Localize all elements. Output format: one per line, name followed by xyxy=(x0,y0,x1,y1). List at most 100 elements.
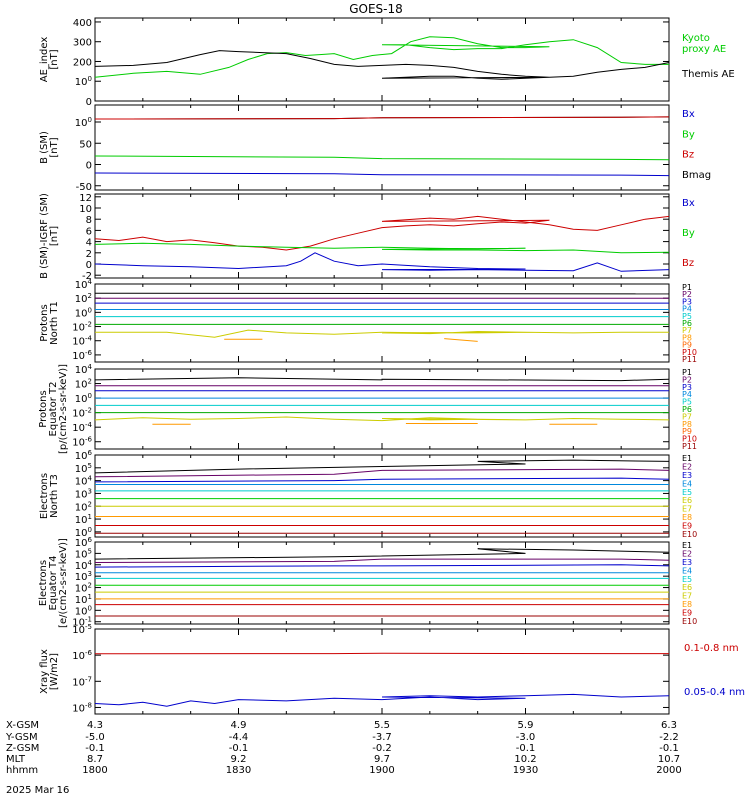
x-tick-label: 10.7 xyxy=(658,754,680,765)
legend-entry: P5 xyxy=(682,398,692,407)
y-tick-label: 10-4 xyxy=(72,335,92,348)
y-axis-label: B (SM) xyxy=(39,131,50,164)
legend-entry: P2 xyxy=(682,375,692,384)
x-tick-label: -3.0 xyxy=(516,732,536,743)
legend-entry: E7 xyxy=(682,592,692,601)
y-axis-label: [nT] xyxy=(49,49,60,69)
legend-entry: P11 xyxy=(682,355,697,364)
y-tick-label: 10-2 xyxy=(72,407,92,420)
x-tick-label: -0.1 xyxy=(659,743,679,754)
y-tick-label: 10-2 xyxy=(72,321,92,334)
x-tick-label: 6.3 xyxy=(661,720,677,731)
legend-entry: E4 xyxy=(682,566,692,575)
x-row-label: Y-GSM xyxy=(5,732,38,743)
y-tick-label: 50 xyxy=(79,139,92,150)
y-axis-label: Xray flux xyxy=(39,649,50,694)
y-axis-label: [W/m2] xyxy=(49,653,60,690)
legend-entry: Bx xyxy=(682,198,695,209)
panel-xray: 10-8 10-7 10-6 10-5 Xray flux [W/m2] 0.1-0.8 n… xyxy=(39,623,745,715)
legend: 0.1-0.8 nm 0.05-0.4 nm xyxy=(684,643,745,698)
y-tick-label: 104 xyxy=(75,475,93,488)
y-tick-label: 0 xyxy=(86,161,92,172)
legend-entry: P8 xyxy=(682,333,692,342)
x-tick-label: -0.1 xyxy=(85,743,105,754)
legend-entry: Bmag xyxy=(682,170,711,181)
series-line-e2 xyxy=(95,468,669,478)
y-tick-label: 10-6 xyxy=(72,649,92,662)
panel-frame xyxy=(94,193,670,279)
legend-entry: E6 xyxy=(682,496,692,505)
legend-entry: E1 xyxy=(682,541,692,550)
y-tick-label: 10-8 xyxy=(72,701,92,714)
y-tick-label: 0 xyxy=(86,260,92,271)
y-tick-label: -2 xyxy=(82,271,92,282)
x-tick-label: 4.3 xyxy=(87,720,103,731)
legend-entry: P8 xyxy=(682,420,692,429)
y-tick-label: 105 xyxy=(75,547,92,560)
legend-entry: E9 xyxy=(682,609,692,618)
y-axis-label: Equator T2 xyxy=(48,382,59,437)
legend-entry: E2 xyxy=(682,462,692,471)
y-tick-label: 103 xyxy=(75,487,92,500)
y-tick-label: 103 xyxy=(75,570,92,583)
y-tick-label: 105 xyxy=(75,462,92,475)
legend: Bx By Bz Bmag xyxy=(682,109,711,181)
legend-entry: P7 xyxy=(682,412,692,421)
y-axis-label: Protons xyxy=(39,304,50,341)
legend-entry: P1 xyxy=(682,368,692,377)
y-tick-label: 12 xyxy=(79,193,92,204)
x-row-label: hhmm xyxy=(6,765,38,776)
y-tick-label: 101 xyxy=(75,513,92,526)
x-row-label: Z-GSM xyxy=(6,743,39,754)
legend-entry: E7 xyxy=(682,505,692,514)
legend-entry: P10 xyxy=(682,435,697,444)
y-tick-label: 104 xyxy=(75,559,93,572)
y-axis-label: Protons xyxy=(38,390,49,427)
panel-frame xyxy=(94,368,670,450)
legend-entry: E3 xyxy=(682,558,692,567)
legend-entry: Bx xyxy=(682,109,695,120)
legend-entry: E5 xyxy=(682,488,692,497)
legend-entry: Kyoto xyxy=(682,33,710,44)
y-tick-label: 106 xyxy=(75,536,93,549)
y-axis-label: North T3 xyxy=(49,474,60,518)
legend-entry: P9 xyxy=(682,427,692,436)
y-tick-label: 104 xyxy=(75,363,93,376)
legend-entry: P3 xyxy=(682,297,692,306)
y-tick-label: -50 xyxy=(76,182,92,193)
x-tick-label: 4.9 xyxy=(231,720,247,731)
legend-entry: P6 xyxy=(682,405,692,414)
y-axis-label: AE_index xyxy=(39,37,50,83)
series-line-e2 xyxy=(95,558,669,563)
series-line-kyoto-proxy-ae xyxy=(95,36,669,78)
x-tick-label: 10.2 xyxy=(514,754,536,765)
series-line-0-05-0-4-nm xyxy=(95,693,669,707)
panel-frame xyxy=(94,541,670,625)
y-tick-label: 200 xyxy=(73,57,92,68)
series-line-bx xyxy=(95,172,669,177)
panel-frame xyxy=(94,628,670,715)
y-tick-label: 300 xyxy=(73,38,92,49)
legend-entry: P3 xyxy=(682,383,692,392)
series-group xyxy=(95,377,669,425)
x-axis-table: X-GSM 4.3 4.9 5.5 5.9 6.3 Y-GSM -5.0 -4.4 -3.7 -3.… xyxy=(5,720,682,776)
y-axis-label: [p/(cm2-s-sr-keV)] xyxy=(58,364,69,454)
legend-entry: 0.1-0.8 nm xyxy=(684,643,739,654)
figure-title: GOES-18 xyxy=(349,2,403,16)
series-line-bx xyxy=(95,252,669,272)
series-line-themis-ae xyxy=(95,50,669,80)
legend-entry: E3 xyxy=(682,471,692,480)
x-tick-label: -2.2 xyxy=(659,732,679,743)
x-tick-label: 1830 xyxy=(226,765,251,776)
series-group xyxy=(95,205,669,272)
y-tick-label: 100 xyxy=(75,116,92,129)
x-tick-label: 8.7 xyxy=(87,754,103,765)
legend-entry: E5 xyxy=(682,575,692,584)
x-tick-label: -0.1 xyxy=(229,743,249,754)
